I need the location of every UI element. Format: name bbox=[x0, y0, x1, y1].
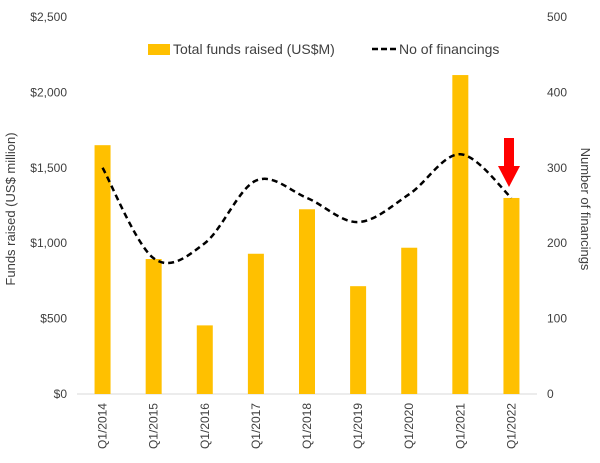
right-tick-label: 300 bbox=[547, 161, 567, 175]
x-tick-label: Q1/2017 bbox=[249, 403, 263, 449]
x-tick-label: Q1/2018 bbox=[300, 403, 314, 449]
bar-q1-2014 bbox=[94, 145, 111, 394]
right-axis-title: Number of financings bbox=[578, 148, 593, 271]
left-tick-label: $1,000 bbox=[30, 236, 67, 250]
left-tick-label: $2,000 bbox=[30, 85, 67, 99]
right-axis-ticks: 0 100 200 300 400 500 bbox=[547, 10, 567, 401]
x-tick-label: Q1/2015 bbox=[147, 403, 161, 449]
x-tick-label: Q1/2016 bbox=[198, 403, 212, 449]
bar-series bbox=[94, 75, 520, 395]
financings-line bbox=[101, 152, 513, 265]
x-tick-label: Q1/2019 bbox=[351, 403, 365, 449]
legend-swatch-funds bbox=[148, 44, 170, 55]
left-tick-label: $1,500 bbox=[30, 161, 67, 175]
bar-q1-2015 bbox=[145, 259, 162, 394]
right-tick-label: 0 bbox=[547, 387, 554, 401]
x-tick-label: Q1/2020 bbox=[402, 403, 416, 449]
bar-q1-2018 bbox=[299, 209, 315, 394]
legend-label-funds: Total funds raised (US$M) bbox=[173, 41, 335, 57]
x-tick-label: Q1/2022 bbox=[504, 403, 518, 449]
bar-q1-2017 bbox=[247, 253, 264, 394]
bar-q1-2020 bbox=[401, 247, 418, 394]
red-down-arrow-icon bbox=[498, 138, 520, 187]
left-tick-label: $2,500 bbox=[30, 10, 67, 24]
legend: Total funds raised (US$M) No of financin… bbox=[148, 41, 499, 57]
bar-q1-2022 bbox=[503, 197, 520, 394]
right-tick-label: 200 bbox=[547, 236, 567, 250]
right-tick-label: 500 bbox=[547, 10, 567, 24]
bar-q1-2019 bbox=[350, 286, 367, 394]
x-axis-ticks: Q1/2014 Q1/2015 Q1/2016 Q1/2017 Q1/2018 Q1/20… bbox=[96, 403, 519, 449]
bar-q1-2016 bbox=[196, 325, 213, 394]
right-tick-label: 400 bbox=[547, 85, 567, 99]
left-axis-title: Funds raised (US$ million) bbox=[3, 132, 18, 285]
right-tick-label: 100 bbox=[547, 312, 567, 326]
x-tick-label: Q1/2021 bbox=[453, 403, 467, 449]
left-tick-label: $0 bbox=[54, 387, 68, 401]
left-axis-ticks: $0 $500 $1,000 $1,500 $2,000 $2,500 bbox=[30, 10, 67, 401]
legend-label-financings: No of financings bbox=[399, 41, 499, 57]
left-tick-label: $500 bbox=[40, 312, 67, 326]
x-tick-label: Q1/2014 bbox=[96, 403, 110, 449]
bar-q1-2021 bbox=[452, 75, 469, 395]
